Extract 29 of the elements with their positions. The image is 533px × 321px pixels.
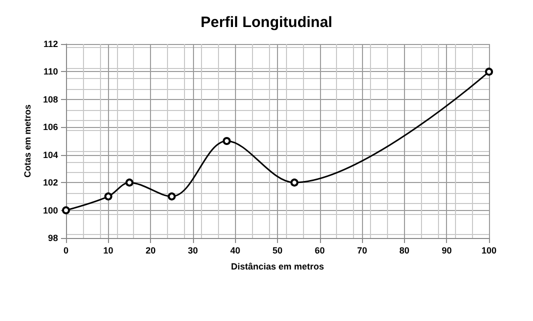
point: [290, 178, 298, 187]
x-tick-label: 30: [188, 246, 198, 256]
x-axis-title: Distâncias em metros: [230, 262, 324, 272]
point: [62, 206, 70, 214]
y-tick-label: 112: [43, 39, 58, 49]
point: [485, 68, 493, 76]
x-tick-label: 50: [272, 246, 283, 256]
y-tick-label: 98: [48, 233, 58, 243]
point: [168, 192, 176, 200]
point: [104, 192, 112, 200]
x-tick-label: 0: [63, 246, 69, 256]
x-tick-label: 90: [442, 246, 452, 256]
x-tick-label: 70: [357, 246, 368, 256]
y-axis-title: Cotas em metros: [22, 104, 32, 178]
y-tick-label: 104: [42, 150, 58, 160]
y-tick-label: 110: [43, 66, 58, 77]
x-tick-label: 10: [103, 246, 114, 256]
y-tick-label: 100: [42, 205, 58, 216]
x-tick-label: 60: [314, 246, 325, 256]
y-tick-label: 108: [42, 94, 58, 104]
x-tick-label: 20: [146, 246, 156, 256]
x-tick-label: 80: [399, 246, 410, 256]
x-tick-label: 100: [481, 246, 497, 256]
chart-title: Perfil Longitudinal: [200, 14, 332, 31]
point: [125, 178, 134, 187]
y-tick-label: 106: [42, 122, 58, 132]
x-tick-label: 40: [230, 246, 240, 256]
y-tick-label: 102: [42, 178, 58, 188]
point: [222, 137, 231, 145]
